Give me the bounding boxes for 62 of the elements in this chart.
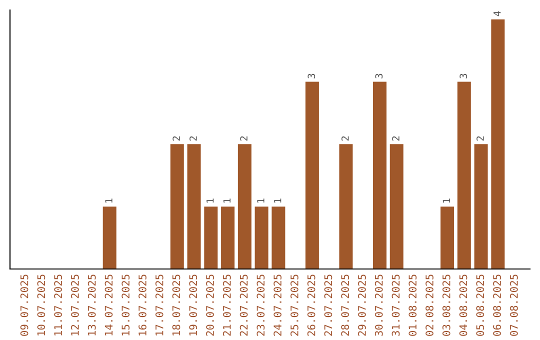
bar [390, 144, 404, 269]
x-tick-label: 19.07.2025 [189, 274, 198, 336]
x-tick-label: 03.08.2025 [442, 274, 450, 336]
x-tick-label: 29.07.2025 [358, 274, 366, 336]
x-tick-label: 10.07.2025 [37, 274, 46, 336]
data-label: 1 [442, 198, 450, 203]
x-tick-label: 21.07.2025 [222, 274, 231, 336]
x-tick-label: 05.08.2025 [476, 274, 484, 336]
x-tick-label: 11.07.2025 [54, 274, 62, 336]
bar [102, 206, 116, 269]
bar [238, 144, 252, 269]
x-tick-label: 02.08.2025 [426, 274, 434, 336]
x-tick-label: 25.07.2025 [290, 274, 298, 336]
bar [339, 144, 353, 269]
x-tick-label: 31.07.2025 [392, 274, 400, 336]
x-tick-label: 30.07.2025 [374, 274, 383, 336]
data-label: 2 [392, 136, 400, 141]
bar [457, 82, 471, 269]
x-tick-label: 06.08.2025 [493, 274, 501, 336]
data-label: 2 [190, 136, 197, 141]
x-tick-label: 16.07.2025 [138, 274, 146, 336]
x-tick-label: 23.07.2025 [256, 274, 265, 336]
bar [440, 206, 454, 269]
data-label: 2 [172, 136, 180, 141]
x-tick-label: 09.07.2025 [20, 274, 28, 336]
x-tick-label: 01.08.2025 [408, 274, 417, 336]
x-tick-label: 07.08.2025 [510, 274, 518, 336]
bar [204, 206, 218, 269]
x-tick-label: 26.07.2025 [307, 274, 316, 336]
x-tick-label: 18.07.2025 [172, 274, 180, 336]
data-label: 1 [206, 198, 214, 203]
data-label: 1 [257, 198, 264, 203]
x-tick-label: 15.07.2025 [122, 274, 130, 336]
x-tick-label: 17.07.2025 [155, 274, 164, 336]
bar [372, 82, 386, 269]
bar [221, 206, 235, 269]
bar [491, 19, 505, 269]
bar [305, 82, 319, 269]
bar [187, 144, 201, 269]
x-tick-label: 27.07.2025 [324, 274, 332, 336]
x-tick-label: 22.07.2025 [240, 274, 248, 336]
x-tick-label: 28.07.2025 [341, 274, 350, 336]
x-tick-label: 12.07.2025 [71, 274, 79, 336]
data-label: 3 [375, 74, 383, 78]
bar [254, 206, 268, 269]
x-tick-label: 20.07.2025 [206, 274, 214, 336]
x-tick-label: 13.07.2025 [88, 274, 96, 336]
data-label: 1 [223, 198, 230, 203]
data-label: 3 [308, 74, 316, 78]
data-label: 1 [274, 198, 282, 203]
bar [474, 144, 488, 269]
data-label: 3 [460, 74, 468, 78]
bar [272, 206, 286, 269]
x-tick-label: 24.07.2025 [274, 274, 282, 336]
data-label: 2 [341, 136, 349, 141]
data-label: 1 [105, 198, 112, 203]
bar [170, 144, 184, 269]
data-label: 2 [476, 136, 484, 141]
data-label: 4 [494, 11, 501, 16]
x-tick-label: 04.08.2025 [459, 274, 468, 336]
x-tick-label: 14.07.2025 [104, 274, 113, 336]
data-label: 2 [240, 136, 248, 141]
